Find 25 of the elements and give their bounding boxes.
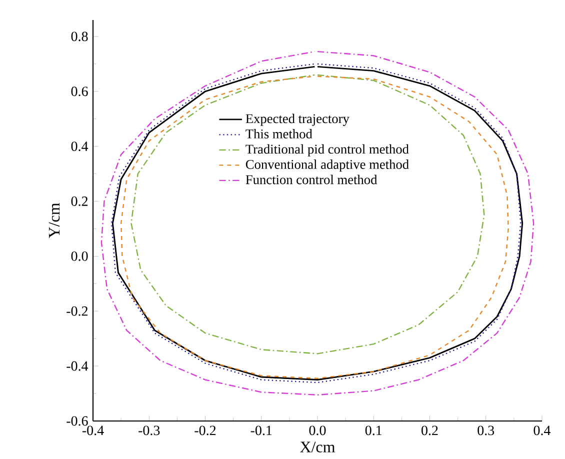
- y-tick-label: 0.2: [71, 196, 88, 206]
- x-tick-label: 0.2: [422, 426, 438, 436]
- y-tick-label: -0.6: [66, 416, 88, 426]
- y-tick-label: -0.2: [66, 306, 88, 316]
- y-tick-label: 0.0: [71, 251, 88, 261]
- y-tick-label: 0.4: [71, 142, 88, 152]
- x-tick-label: 0.4: [534, 426, 551, 436]
- x-tick-label: 0.3: [478, 426, 494, 436]
- x-axis-title: X/cm: [300, 442, 336, 452]
- x-tick-label: -0.4: [82, 426, 104, 436]
- legend-label: Expected trajectory: [246, 114, 350, 126]
- x-tick-label: 0.0: [309, 426, 326, 436]
- y-tick-label: 0.8: [71, 32, 88, 42]
- x-tick-label: -0.3: [138, 426, 160, 436]
- legend-label: Traditional pid control method: [246, 144, 409, 156]
- x-tick-label: -0.2: [194, 426, 216, 436]
- x-tick-label: -0.1: [250, 426, 272, 436]
- y-axis-title: Y/cm: [48, 202, 60, 238]
- legend-label: This method: [246, 129, 312, 138]
- x-tick-label: 0.1: [365, 426, 382, 436]
- legend-label: Conventional adaptive method: [246, 160, 409, 172]
- y-tick-label: 0.6: [71, 86, 88, 96]
- y-tick-label: -0.4: [66, 361, 88, 371]
- line-series: [130, 74, 485, 354]
- legend-label: Function control method: [246, 174, 378, 184]
